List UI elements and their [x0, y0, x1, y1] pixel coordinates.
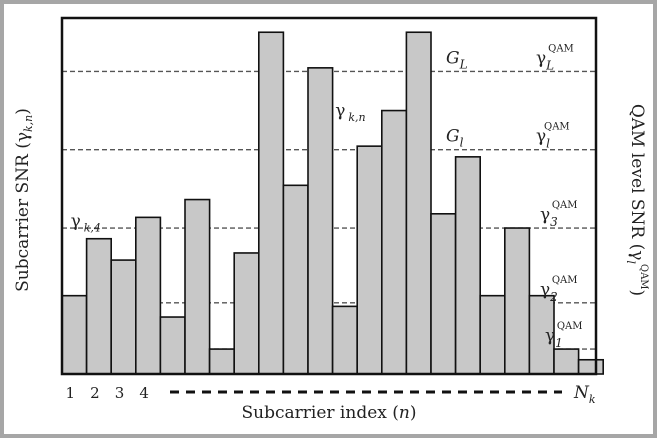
- gain-label-0: GL: [446, 48, 468, 71]
- bar-16: [430, 213, 457, 375]
- bar-15: [405, 31, 432, 375]
- threshold-labels: GL γLQAM Gl γlQAM γ3QAM γ2QAM γ1QAM: [446, 43, 582, 350]
- bar-11: [307, 67, 334, 375]
- bar-2: [85, 237, 112, 375]
- bar-4: [135, 216, 162, 375]
- y-axis-label-left: Subcarrier SNR (γk,n): [13, 108, 35, 292]
- bar-12: [331, 305, 359, 375]
- x-tick-1: 1: [66, 384, 76, 402]
- qam-level-label-0: γLQAM: [536, 43, 574, 72]
- gain-label-1: Gl: [446, 127, 464, 150]
- qam-level-label-3: γ2QAM: [540, 275, 577, 304]
- plot-frame: [60, 16, 598, 376]
- bar-20: [528, 294, 555, 375]
- annotation-0: γ k,4: [71, 212, 101, 235]
- x-axis-label: Subcarrier index (n): [242, 403, 417, 423]
- bar-17: [454, 156, 482, 375]
- x-tick-2: 2: [90, 384, 100, 402]
- bar-8: [233, 252, 260, 375]
- qam-level-label-4: γ1QAM: [545, 321, 582, 350]
- bar-22: [577, 358, 604, 375]
- qam-level-label-1: γlQAM: [536, 122, 570, 151]
- bar-6: [184, 198, 211, 375]
- bar-13: [356, 145, 383, 375]
- x-tick-labels: 1 2 3 4 Nk: [66, 383, 596, 406]
- bar-7: [208, 348, 236, 375]
- bars: [61, 31, 604, 375]
- x-tick-3: 3: [115, 384, 125, 402]
- bar-5: [159, 316, 186, 375]
- bar-19: [503, 227, 531, 375]
- bar-10: [282, 184, 309, 375]
- bar-14: [380, 109, 408, 375]
- x-tick-last: Nk: [573, 383, 596, 406]
- bar-9: [257, 31, 285, 375]
- bar-3: [110, 259, 137, 375]
- annotation-1: γ k,n: [335, 101, 365, 124]
- qam-level-label-2: γ3QAM: [540, 200, 577, 229]
- bar-21: [553, 348, 580, 375]
- bar-annotations: γ k,4 γ k,n: [71, 101, 366, 235]
- bar-1: [61, 294, 88, 375]
- x-tick-4: 4: [139, 384, 149, 402]
- y-axis-label-right: QAM level SNR (γlQAM): [624, 104, 649, 296]
- bar-18: [479, 294, 506, 375]
